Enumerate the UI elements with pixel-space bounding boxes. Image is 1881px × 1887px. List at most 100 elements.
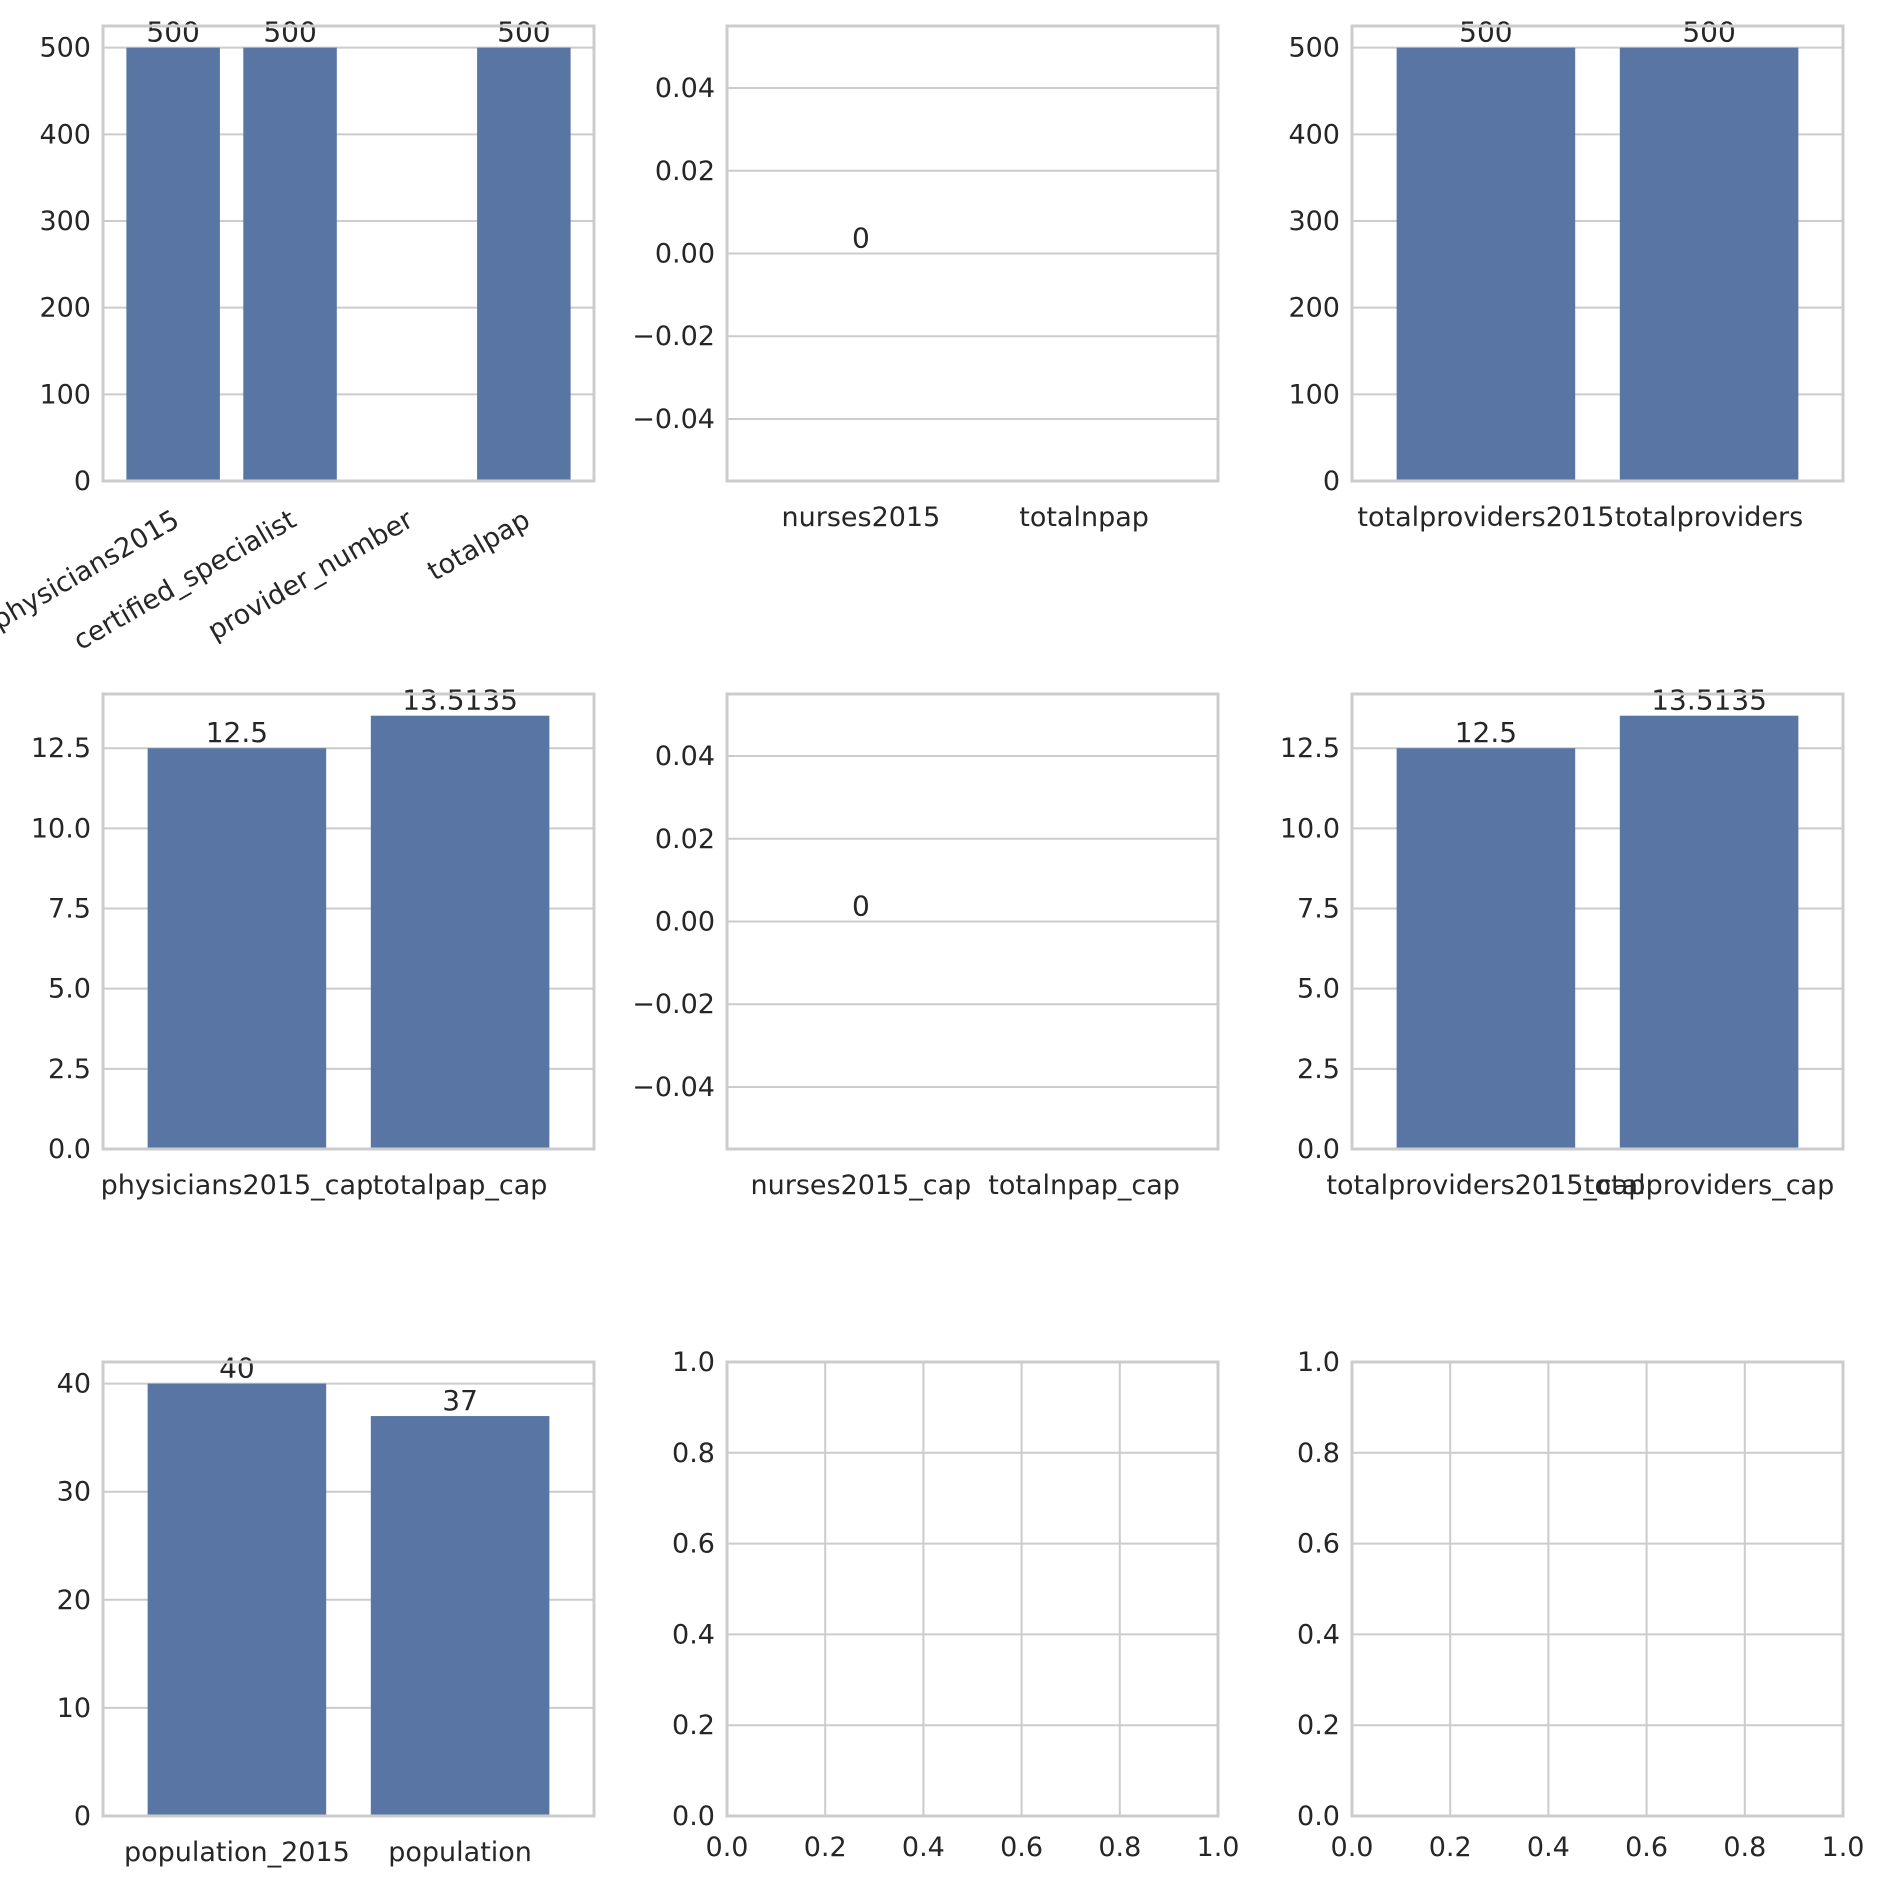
x-tick-label: totalproviders2015	[1357, 502, 1614, 533]
x-tick-label: 0.4	[1527, 1832, 1570, 1863]
x-tick-label: 0.2	[804, 1832, 847, 1863]
axes-frame	[101, 24, 596, 483]
axes-frame	[101, 692, 596, 1151]
x-tick-label: provider_number	[203, 504, 420, 647]
x-tick-label: certified_specialist	[68, 504, 301, 656]
subplot-row1-col3: 0 100 200 300 400 500 500 totalproviders2015 500…	[1288, 16, 1845, 533]
y-tick-label: 2.5	[1297, 1054, 1340, 1085]
data-label: 500	[263, 16, 316, 49]
y-tick-label: 5.0	[1297, 974, 1340, 1005]
x-tick-label: 0.8	[1098, 1832, 1141, 1863]
y-tick-label: 0.6	[672, 1529, 715, 1560]
bar	[477, 47, 571, 482]
subplot-row2-col1: 0.0 2.5 5.0 7.5 10.0 12.5 12.5 physicians2015_c…	[31, 684, 596, 1201]
data-label: 13.5135	[1651, 684, 1767, 717]
axes-frame	[101, 1360, 596, 1818]
y-tick-label: 0.0	[48, 1134, 91, 1165]
y-tick-label: 500	[39, 33, 91, 64]
x-tick-label: 0.2	[1429, 1832, 1472, 1863]
data-label: 12.5	[206, 716, 268, 749]
y-tick-label: 20	[57, 1585, 91, 1616]
bar	[147, 748, 327, 1149]
y-tick-label: 0.04	[655, 73, 715, 104]
y-tick-label: 0	[74, 466, 91, 497]
y-tick-label: 12.5	[31, 733, 91, 764]
bar	[1396, 47, 1576, 482]
x-tick-label: totalpap_cap	[373, 1170, 548, 1201]
y-tick-label: 7.5	[1297, 894, 1340, 925]
y-tick-label: 200	[39, 293, 91, 324]
y-tick-label: 40	[57, 1369, 91, 1400]
x-tick-label: totalnpap	[1019, 502, 1149, 533]
bar	[1396, 748, 1576, 1149]
data-label: 500	[146, 16, 199, 49]
y-tick-label: 0.00	[655, 239, 715, 270]
y-tick-label: 1.0	[672, 1347, 715, 1378]
y-tick-label: 0.00	[655, 907, 715, 938]
x-tick-label: totalnpap_cap	[988, 1170, 1180, 1201]
bar	[370, 715, 550, 1149]
y-tick-label: −0.04	[632, 404, 715, 435]
x-tick-label: 0.4	[902, 1832, 945, 1863]
subplot-row3-col1: 0 10 20 30 40 40 population_2015 37 population	[57, 1352, 596, 1868]
x-tick-label: 1.0	[1822, 1832, 1865, 1863]
y-tick-label: 400	[39, 119, 91, 150]
y-tick-label: −0.02	[632, 321, 715, 352]
subplot-row2-col3: 0.0 2.5 5.0 7.5 10.0 12.5 12.5 totalproviders20…	[1280, 684, 1845, 1201]
data-label: 500	[497, 16, 550, 49]
axes-frame	[1350, 1360, 1845, 1818]
subplot-row3-col3: 0.0 0.2 0.4 0.6 0.8 1.0 0.0 0.2 0.4 0.6 0.8 1.0	[1297, 1347, 1864, 1863]
x-tick-label: 0.6	[1625, 1832, 1668, 1863]
data-label: 40	[219, 1352, 255, 1385]
x-tick-label: totalproviders_cap	[1584, 1170, 1834, 1201]
bar	[243, 47, 337, 482]
y-tick-label: 1.0	[1297, 1347, 1340, 1378]
y-tick-label: 0.6	[1297, 1529, 1340, 1560]
y-tick-label: 100	[39, 379, 91, 410]
y-tick-label: −0.02	[632, 989, 715, 1020]
y-tick-label: −0.04	[632, 1072, 715, 1103]
y-tick-label: 0.4	[1297, 1619, 1340, 1650]
y-tick-label: 5.0	[48, 974, 91, 1005]
x-tick-label: population	[388, 1837, 532, 1868]
x-tick-label: physicians2015_cap	[101, 1170, 374, 1201]
subplot-row3-col2: 0.0 0.2 0.4 0.6 0.8 1.0 0.0 0.2 0.4 0.6 0.8 1.0	[672, 1347, 1239, 1863]
y-tick-label: 0.2	[672, 1710, 715, 1741]
bar	[1619, 47, 1799, 482]
x-tick-label: 0.6	[1000, 1832, 1043, 1863]
subplot-row1-col2: −0.04 −0.02 0.00 0.02 0.04 0 nurses2015 totalnp…	[632, 24, 1220, 533]
y-tick-label: 10	[57, 1693, 91, 1724]
y-tick-label: 0	[1323, 466, 1340, 497]
subplot-row2-col2: −0.04 −0.02 0.00 0.02 0.04 0 nurses2015_cap tot…	[632, 692, 1220, 1201]
y-tick-label: 0.02	[655, 156, 715, 187]
y-tick-label: 0.0	[1297, 1134, 1340, 1165]
y-tick-label: 0.4	[672, 1619, 715, 1650]
data-label: 13.5135	[402, 684, 518, 717]
bar	[126, 47, 220, 482]
x-tick-label: totalpap	[422, 504, 535, 587]
y-tick-label: 500	[1288, 33, 1340, 64]
bar	[1619, 715, 1799, 1149]
bar	[370, 1416, 550, 1816]
y-tick-label: 300	[39, 206, 91, 237]
data-label: 500	[1459, 16, 1512, 49]
y-tick-label: 0.0	[1297, 1801, 1340, 1832]
axes-frame	[1350, 24, 1845, 483]
bar	[147, 1383, 327, 1816]
x-tick-label: 1.0	[1197, 1832, 1240, 1863]
y-tick-label: 0	[74, 1801, 91, 1832]
x-tick-label: 0.8	[1723, 1832, 1766, 1863]
data-label: 12.5	[1455, 716, 1517, 749]
y-tick-label: 0.02	[655, 824, 715, 855]
y-tick-label: 0.2	[1297, 1710, 1340, 1741]
x-tick-label: population_2015	[124, 1837, 350, 1868]
y-tick-label: 7.5	[48, 894, 91, 925]
x-tick-label: nurses2015	[782, 502, 941, 533]
x-tick-label: nurses2015_cap	[751, 1170, 972, 1201]
x-tick-label: totalproviders2015_cap	[1326, 1170, 1645, 1201]
axes-frame	[725, 24, 1220, 483]
y-tick-label: 2.5	[48, 1054, 91, 1085]
y-tick-label: 0.04	[655, 741, 715, 772]
